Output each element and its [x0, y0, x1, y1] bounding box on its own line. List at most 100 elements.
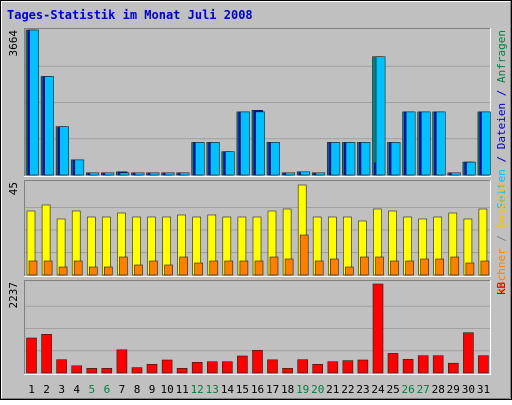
bar-seiten-5 [89, 172, 100, 176]
x-tick-label: 6 [104, 383, 111, 396]
bar-kb-21 [327, 361, 339, 374]
y-max-label: 3664 [7, 30, 20, 57]
x-tick-label: 4 [73, 383, 80, 396]
bar-seiten-12 [195, 142, 205, 176]
bar-kb-28 [432, 355, 444, 374]
bar-rechner-4 [73, 260, 83, 276]
bar-seiten-20 [315, 172, 326, 176]
bar-rechner-7 [119, 256, 128, 276]
x-tick-label: 19 [296, 383, 309, 396]
bar-kb-14 [222, 361, 233, 374]
legend-entry: Besuche [495, 182, 508, 228]
x-tick-label: 12 [191, 383, 204, 396]
bar-seiten-15 [240, 111, 250, 176]
bar-rechner-3 [58, 266, 68, 276]
bar-kb-16 [252, 349, 263, 374]
x-tick-label: 15 [236, 383, 249, 396]
x-tick-label: 23 [356, 383, 369, 396]
bar-kb-29 [447, 362, 459, 374]
x-tick-label: 26 [401, 383, 414, 396]
bar-kb-20 [312, 363, 324, 374]
panel-1: 3664 Seiten / Dateien / Anfragen [7, 28, 508, 209]
bar-seiten-21 [330, 142, 341, 176]
bar-rechner-19 [299, 234, 309, 276]
bar-kb-23 [357, 359, 369, 374]
bar-rechner-21 [329, 258, 339, 276]
bar-rechner-16 [254, 260, 264, 276]
bar-seiten-26 [405, 111, 416, 176]
bar-kb-25 [387, 353, 399, 374]
bar-rechner-26 [405, 260, 414, 276]
bar-kb-13 [207, 361, 218, 374]
x-tick-label: 21 [326, 383, 339, 396]
bar-kb-24 [372, 283, 384, 374]
bar-rechner-9 [149, 260, 158, 276]
x-tick-label: 25 [386, 383, 399, 396]
bar-seiten-13 [210, 142, 220, 176]
bar-rechner-1 [28, 260, 38, 276]
bar-rechner-12 [194, 262, 203, 276]
bar-kb-2 [41, 333, 52, 374]
bar-rechner-27 [420, 258, 430, 276]
bar-kb-19 [297, 359, 309, 374]
bar-besuche-5 [87, 216, 96, 276]
chart-title: Tages-Statistik im Monat Juli 2008 [7, 8, 253, 22]
bar-seiten-28 [435, 111, 446, 176]
bar-rechner-13 [209, 260, 219, 276]
x-tick-label: 30 [462, 383, 475, 396]
x-tick-label: 13 [206, 383, 219, 396]
bar-rechner-22 [345, 266, 354, 276]
x-axis-labels: 1 2 3 4 5 6 7 8 9 10 11 12 13 14 15 16 17 18 19 20 21 22 23 24 2… [28, 383, 490, 396]
bar-seiten-24 [375, 56, 386, 176]
bar-seiten-7 [119, 172, 130, 176]
bar-besuche-22 [343, 216, 352, 276]
bar-rechner-8 [134, 264, 143, 276]
x-tick-label: 27 [417, 383, 430, 396]
bar-kb-11 [176, 367, 188, 374]
bar-seiten-27 [420, 111, 431, 176]
legend-entry: / [495, 228, 508, 248]
x-tick-label: 31 [477, 383, 490, 396]
bar-kb-3 [56, 359, 67, 374]
bar-rechner-17 [269, 256, 279, 276]
legend-entry: / [495, 83, 508, 103]
bar-seiten-25 [390, 142, 401, 176]
x-tick-label: 14 [221, 383, 235, 396]
x-tick-label: 24 [371, 383, 385, 396]
bar-seiten-14 [225, 151, 235, 176]
bar-rechner-31 [480, 260, 490, 276]
bar-seiten-3 [59, 126, 70, 176]
x-tick-label: 20 [311, 383, 324, 396]
series-legend: Rechner / Besuche [495, 182, 508, 295]
bar-rechner-23 [360, 256, 369, 276]
legend-entry: Seiten [495, 169, 508, 209]
bar-rechner-28 [435, 258, 445, 276]
bar-kb-27 [417, 355, 429, 374]
x-tick-label: 18 [281, 383, 294, 396]
bar-rechner-14 [224, 260, 234, 276]
bar-rechner-10 [164, 264, 173, 276]
x-tick-label: 7 [119, 383, 126, 396]
x-tick-label: 10 [160, 383, 173, 396]
bar-rechner-15 [239, 260, 249, 276]
bar-kb-10 [161, 359, 173, 374]
panel-3: 2237 kB [7, 280, 508, 375]
bar-rechner-6 [104, 266, 113, 276]
bar-kb-4 [71, 365, 82, 374]
bar-rechner-25 [390, 260, 399, 276]
y-max-label: 45 [7, 182, 20, 195]
bar-seiten-1 [29, 29, 39, 176]
legend-entry: / [495, 149, 508, 169]
x-tick-label: 2 [43, 383, 50, 396]
bar-rechner-29 [450, 256, 460, 276]
bar-rechner-18 [284, 258, 294, 276]
legend-entry: Anfragen [495, 30, 508, 83]
x-tick-label: 9 [149, 383, 156, 396]
bar-rechner-5 [89, 266, 98, 276]
bar-kb-22 [342, 360, 354, 374]
series-legend: Seiten / Dateien / Anfragen [495, 30, 508, 209]
x-tick-label: 11 [176, 383, 189, 396]
x-tick-label: 5 [88, 383, 95, 396]
bar-seiten-29 [451, 172, 461, 176]
